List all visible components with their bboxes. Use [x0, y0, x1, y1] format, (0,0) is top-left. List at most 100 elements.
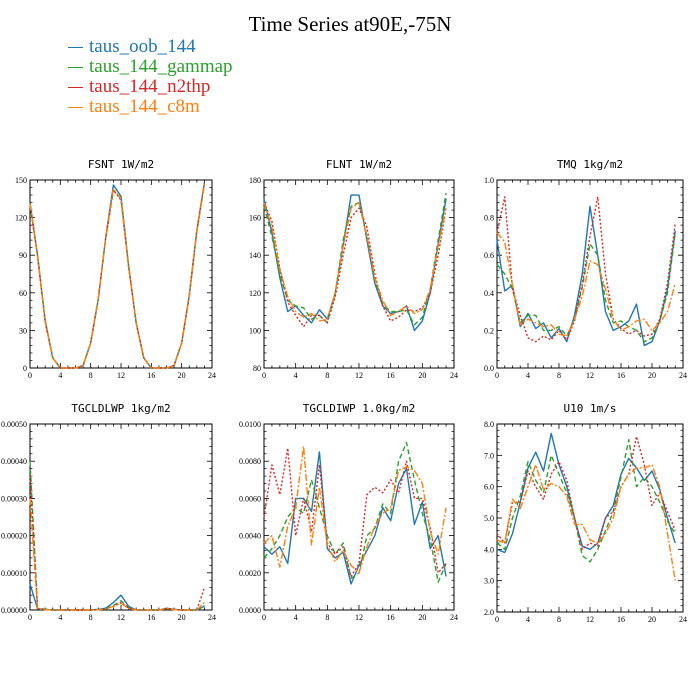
legend-swatch-1	[68, 66, 83, 68]
y-tick-label: 160	[249, 214, 261, 223]
legend-label: taus_144_c8m	[89, 96, 200, 117]
plot-frame	[29, 179, 213, 369]
y-tick-label: 0.4	[484, 289, 494, 298]
legend-swatch-3	[68, 106, 83, 108]
y-tick-label: 30	[19, 326, 27, 335]
x-tick-label: 4	[526, 371, 530, 380]
x-tick-label: 20	[178, 371, 186, 380]
x-tick-label: 12	[355, 613, 363, 622]
x-tick-label: 16	[147, 371, 155, 380]
x-tick-label: 16	[387, 371, 395, 380]
x-tick-label: 24	[208, 613, 216, 622]
series-line	[263, 445, 447, 574]
chart-panel: U10 1m/s 0 4 8 12 16 20 24 2.0 3.0 4.0 5.0 6.0 7.0 8.0	[484, 402, 687, 624]
y-tick-label: 0.2	[484, 326, 494, 335]
y-tick-label: 4.0	[484, 545, 494, 554]
x-tick-label: 24	[450, 613, 458, 622]
y-tick-label: 0.00000	[1, 606, 27, 615]
panel-title: U10 1m/s	[564, 402, 617, 415]
x-tick-label: 20	[178, 613, 186, 622]
y-tick-label: 0.0100	[239, 420, 261, 429]
panel-title: TMQ 1kg/m2	[557, 158, 623, 171]
series-line	[29, 183, 206, 369]
series-line	[29, 182, 206, 369]
series-line	[29, 476, 206, 611]
x-tick-label: 24	[679, 371, 687, 380]
y-tick-label: 0.00030	[1, 494, 27, 503]
y-tick-label: 0.0080	[239, 457, 261, 466]
x-tick-label: 8	[557, 615, 561, 624]
y-tick-label: 120	[15, 214, 27, 223]
y-tick-label: 0	[23, 364, 27, 373]
y-tick-label: 150	[15, 176, 27, 185]
x-tick-label: 12	[586, 615, 594, 624]
panel-title: FSNT 1W/m2	[88, 158, 154, 171]
y-tick-label: 90	[19, 251, 27, 260]
series-line	[29, 461, 205, 611]
y-tick-label: 0.00010	[1, 569, 27, 578]
legend-item: taus_144_c8m	[68, 97, 233, 117]
x-tick-label: 0	[28, 613, 32, 622]
y-tick-label: 0.00020	[1, 532, 27, 541]
y-tick-label: 0.00040	[1, 457, 27, 466]
figure-title: Time Series at90E,-75N	[248, 12, 452, 36]
legend-label: taus_oob_144	[89, 36, 196, 57]
x-tick-label: 0	[495, 371, 499, 380]
y-tick-label: 0.0020	[239, 569, 261, 578]
x-tick-label: 20	[648, 371, 656, 380]
x-tick-label: 8	[89, 371, 93, 380]
legend-item: taus_oob_144	[68, 37, 233, 57]
x-tick-label: 0	[262, 613, 266, 622]
y-tick-label: 80	[253, 364, 261, 373]
series-line	[496, 435, 676, 551]
legend-swatch-2	[68, 86, 83, 88]
x-tick-label: 16	[617, 615, 625, 624]
series-line	[263, 194, 447, 332]
y-tick-label: 180	[249, 176, 261, 185]
chart-panel: TMQ 1kg/m2 0 4 8 12 16 20 24 0.0 0.2 0.4 0.6 0.8 1.0	[484, 158, 687, 380]
series-line	[496, 438, 676, 563]
x-tick-label: 24	[450, 371, 458, 380]
series-line	[496, 232, 676, 337]
chart-panel: TGCLDLWP 1kg/m2 0 4 8 12 16 20 24 0.00000 0.00010…	[1, 402, 216, 622]
x-tick-label: 16	[147, 613, 155, 622]
y-tick-label: 0.0040	[239, 532, 261, 541]
legend: taus_oob_144 taus_144_gammap taus_144_n2…	[68, 37, 233, 117]
y-tick-label: 5.0	[484, 514, 494, 523]
y-tick-label: 8.0	[484, 420, 494, 429]
y-tick-label: 0.00050	[1, 420, 27, 429]
y-tick-label: 0.0	[484, 364, 494, 373]
x-tick-label: 8	[325, 613, 329, 622]
series-line	[496, 464, 676, 581]
series-line	[263, 441, 447, 583]
series-line	[29, 183, 206, 369]
x-tick-label: 4	[526, 615, 530, 624]
x-tick-label: 12	[586, 371, 594, 380]
x-tick-label: 12	[355, 371, 363, 380]
x-tick-label: 8	[89, 613, 93, 622]
panel-title: TGCLDLWP 1kg/m2	[71, 402, 170, 415]
x-tick-label: 0	[495, 615, 499, 624]
series-line	[496, 232, 676, 343]
y-tick-label: 60	[19, 289, 27, 298]
x-tick-label: 16	[617, 371, 625, 380]
y-tick-label: 140	[249, 251, 261, 260]
y-tick-label: 0.0000	[239, 606, 261, 615]
series-line	[496, 432, 676, 554]
panel-title: FLNT 1W/m2	[326, 158, 392, 171]
panel-title: TGCLDIWP 1.0kg/m2	[303, 402, 416, 415]
legend-label: taus_144_n2thp	[89, 76, 211, 97]
y-tick-label: 6.0	[484, 483, 494, 492]
x-tick-label: 12	[117, 371, 125, 380]
y-tick-label: 1.0	[484, 176, 494, 185]
series-line	[29, 183, 206, 369]
y-tick-label: 0.0060	[239, 494, 261, 503]
y-tick-label: 100	[249, 326, 261, 335]
x-tick-label: 20	[648, 615, 656, 624]
x-tick-label: 8	[557, 371, 561, 380]
x-tick-label: 12	[117, 613, 125, 622]
x-tick-label: 4	[294, 371, 298, 380]
series-line	[29, 583, 205, 611]
x-tick-label: 24	[208, 371, 216, 380]
legend-item: taus_144_n2thp	[68, 77, 233, 97]
